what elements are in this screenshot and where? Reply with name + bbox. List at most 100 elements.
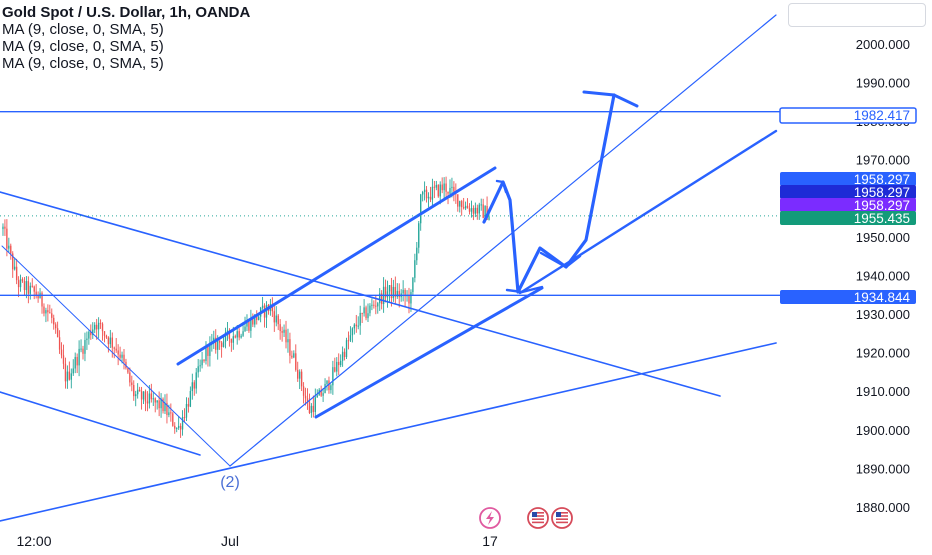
- flag-us-icon[interactable]: [527, 507, 549, 529]
- price-tick-label: 1920.000: [856, 346, 910, 361]
- time-axis[interactable]: 12:00 Jul 17: [16, 533, 498, 549]
- candle-body: [129, 372, 131, 383]
- candle-body: [345, 340, 348, 358]
- candle-body: [427, 196, 430, 199]
- arrow-head-top: [495, 179, 508, 194]
- candle-body: [41, 292, 43, 307]
- candle-body: [213, 337, 215, 342]
- chart-legend: Gold Spot / U.S. Dollar, 1h, OANDA MA (9…: [2, 4, 250, 72]
- candle-body: [172, 413, 174, 426]
- support-line-extended[interactable]: [518, 129, 778, 295]
- candle-body: [322, 393, 324, 396]
- price-tick-label: 1930.000: [856, 307, 910, 322]
- candle-body: [488, 216, 490, 220]
- drawing-layer[interactable]: (2): [0, 14, 778, 522]
- candle-body: [379, 293, 381, 304]
- candle-body: [2, 226, 4, 230]
- candle-body: [15, 266, 18, 281]
- channel-upper-line[interactable]: [176, 166, 497, 366]
- rising-support-line[interactable]: [0, 342, 777, 522]
- top-right-box[interactable]: [788, 3, 926, 27]
- candle-body: [480, 204, 482, 206]
- symbol-title[interactable]: Gold Spot / U.S. Dollar, 1h, OANDA: [2, 4, 251, 21]
- candle-body: [138, 389, 141, 392]
- candle-body: [131, 382, 133, 386]
- price-tick-label: 1880.000: [856, 500, 910, 515]
- candle-body: [464, 205, 467, 209]
- candle-body: [306, 398, 309, 402]
- flag-us-icon[interactable]: [551, 507, 573, 529]
- candle-body: [217, 340, 219, 350]
- price-axis[interactable]: 1880.000 1890.000 1900.000 1910.000 1920.000…: [782, 0, 932, 550]
- candle-body: [470, 208, 473, 212]
- candle-body: [207, 346, 209, 356]
- candle-body: [236, 331, 238, 338]
- wave-leg-line[interactable]: [1, 245, 231, 467]
- candle-body: [349, 335, 352, 341]
- flag-stripe: [556, 518, 568, 520]
- candle-body: [394, 286, 397, 297]
- candle-body: [308, 401, 311, 413]
- candle-body: [420, 194, 422, 224]
- candle-body: [201, 359, 203, 366]
- candle-body: [291, 355, 293, 358]
- candle-body: [144, 391, 147, 402]
- candle-body: [181, 417, 184, 430]
- projection-path[interactable]: [482, 93, 616, 294]
- candle-body: [17, 280, 20, 288]
- badge-ring: [551, 507, 573, 529]
- candle-body: [49, 312, 51, 314]
- indicator-ma-3[interactable]: MA (9, close, 0, SMA, 5): [2, 55, 164, 72]
- candle-body: [421, 192, 424, 195]
- candle-body: [441, 184, 443, 191]
- candle-body: [27, 281, 30, 294]
- lightning-icon[interactable]: [479, 507, 501, 529]
- downtrend-line-upper[interactable]: [0, 191, 721, 397]
- badge-ring: [527, 507, 549, 529]
- candle-body: [111, 337, 113, 348]
- candle-body: [162, 398, 164, 412]
- candle-body: [431, 186, 434, 200]
- candle-body: [238, 331, 240, 338]
- indicator-ma-1[interactable]: MA (9, close, 0, SMA, 5): [2, 21, 164, 38]
- price-tick-label: 1910.000: [856, 384, 910, 399]
- candle-body: [115, 348, 117, 351]
- candle-body: [168, 412, 170, 416]
- candle-body: [95, 324, 98, 330]
- channel-lower-line[interactable]: [314, 286, 544, 419]
- price-tag-label: 1982.417: [854, 108, 910, 123]
- candle-body: [252, 318, 254, 325]
- candle-body: [425, 189, 428, 199]
- candle-body: [176, 427, 178, 429]
- candle-body: [246, 321, 248, 327]
- candle-body: [451, 186, 453, 188]
- candle-body: [31, 285, 33, 287]
- candle-body: [462, 207, 465, 209]
- candle-body: [10, 245, 12, 254]
- candle-body: [187, 403, 190, 407]
- downtrend-line-lower[interactable]: [0, 391, 201, 456]
- upper-trendline[interactable]: [229, 14, 777, 467]
- candle-body: [373, 304, 375, 306]
- candle-body: [136, 389, 139, 395]
- price-tag-box: [780, 290, 916, 304]
- candle-body: [158, 400, 160, 409]
- candle-body: [443, 183, 445, 191]
- candlestick-series: [2, 176, 490, 438]
- horizontal-levels[interactable]: [0, 110, 782, 297]
- candle-body: [109, 337, 112, 345]
- candle-body: [357, 325, 359, 327]
- candle-body: [230, 338, 233, 343]
- candle-body: [244, 326, 246, 332]
- flag-canton: [556, 512, 561, 517]
- candle-body: [84, 340, 86, 354]
- candle-body: [97, 322, 100, 330]
- candle-body: [103, 331, 106, 336]
- flag-stripe: [532, 521, 544, 524]
- event-badges[interactable]: [479, 507, 573, 529]
- indicator-ma-2[interactable]: MA (9, close, 0, SMA, 5): [2, 38, 164, 55]
- candle-body: [80, 348, 82, 350]
- candle-body: [127, 368, 129, 373]
